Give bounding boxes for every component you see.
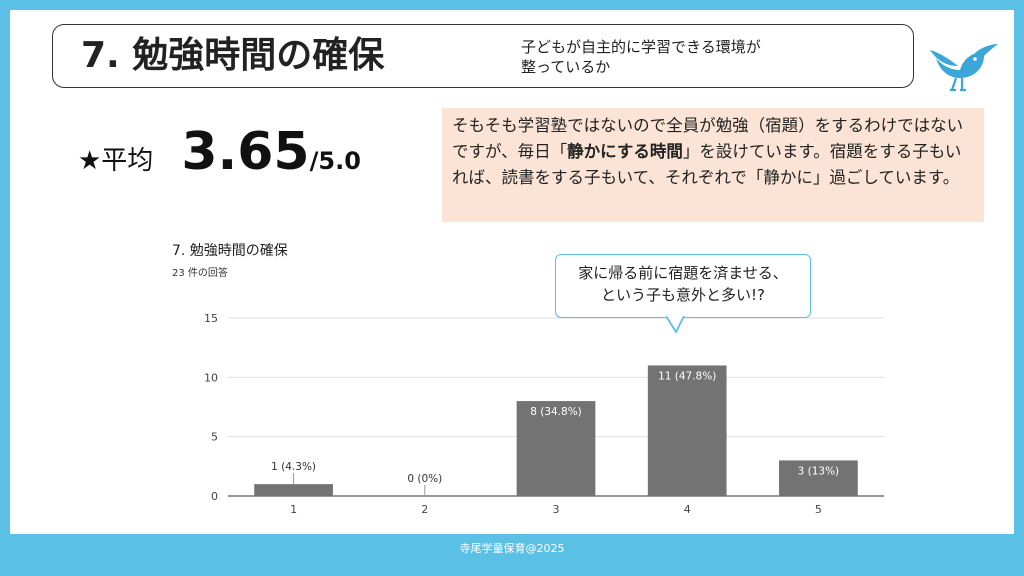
callout-tail	[666, 316, 685, 334]
data-label: 3 (13%)	[798, 465, 840, 477]
x-tick-label: 2	[421, 503, 428, 516]
data-label: 11 (47.8%)	[658, 370, 716, 382]
chart-subtitle: 23 件の回答	[172, 268, 228, 279]
title-box: 7. 勉強時間の確保 子どもが自主的に学習できる環境が 整っているか	[52, 24, 914, 88]
y-tick-label: 0	[211, 490, 218, 503]
chart-title: 7. 勉強時間の確保	[172, 243, 288, 259]
subtitle-line-2: 整っているか	[521, 58, 611, 76]
callout-box: 家に帰る前に宿題を済ませる、 という子も意外と多い!?	[555, 254, 811, 318]
average-max: /5.0	[309, 147, 361, 175]
x-tick-label: 1	[290, 503, 297, 516]
callout-line-2: という子も意外と多い!?	[601, 286, 765, 304]
note-text-1: そもそも学習塾ではないので全員が勉強（宿題）をするわけではないですが、毎日「	[452, 116, 964, 161]
x-tick-label: 3	[553, 503, 560, 516]
page-subtitle: 子どもが自主的に学習できる環境が 整っているか	[521, 37, 821, 77]
note-text-2: 」を設けています。宿題をする子もいれば、読書をする子もいて、それぞれで「静かに」…	[452, 142, 962, 187]
y-tick-label: 10	[204, 371, 218, 384]
data-label: 1 (4.3%)	[271, 461, 316, 473]
callout-line-1: 家に帰る前に宿題を済ませる、	[578, 264, 788, 282]
data-label: 8 (34.8%)	[530, 406, 582, 418]
note-text-bold: 静かにする時間	[567, 142, 683, 161]
page-title: 7. 勉強時間の確保	[81, 35, 385, 76]
bar	[516, 401, 596, 496]
subtitle-line-1: 子どもが自主的に学習できる環境が	[521, 38, 761, 56]
bar	[254, 484, 333, 496]
bar	[779, 460, 858, 496]
y-tick-label: 15	[204, 312, 218, 325]
footer: 寺尾学童保育@2025	[459, 542, 565, 555]
average-value: 3.65	[181, 122, 310, 182]
y-tick-label: 5	[211, 431, 218, 444]
bird-icon	[930, 44, 998, 92]
note-box: そもそも学習塾ではないので全員が勉強（宿題）をするわけではないですが、毎日「静か…	[442, 108, 984, 222]
bar-chart: 0 5 10 15 1 1 (4.3%) 2 0 (0%) 3 8 (34.8%) 4 11 (47.…	[204, 312, 884, 516]
slide: 7. 勉強時間の確保 子どもが自主的に学習できる環境が 整っているか ★平均 3.…	[10, 10, 1014, 534]
x-tick-label: 4	[684, 503, 691, 516]
average-label: ★平均	[78, 146, 154, 176]
average-score: ★平均 3.65/5.0	[78, 122, 361, 182]
x-tick-label: 5	[815, 503, 822, 516]
data-label: 0 (0%)	[407, 473, 442, 485]
bar	[647, 365, 727, 496]
